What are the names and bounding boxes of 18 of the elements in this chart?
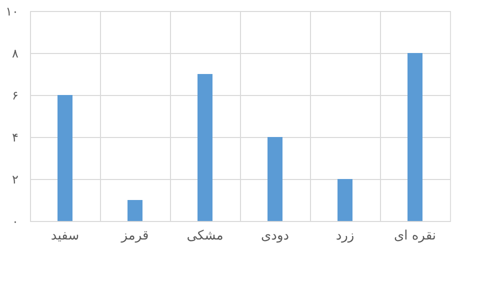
bar	[268, 137, 282, 221]
y-tick-label: ۸	[12, 46, 20, 60]
x-tick-label: نقره ای	[394, 228, 436, 244]
y-tick-label: ۰	[12, 214, 18, 228]
y-tick-label: ۲	[12, 172, 18, 186]
bar	[338, 179, 352, 221]
y-tick-label: ۱۰	[6, 4, 18, 18]
bar	[408, 53, 422, 221]
bar	[198, 74, 212, 221]
bar	[58, 95, 72, 221]
bar	[128, 200, 142, 221]
x-tick-label: زرد	[336, 228, 354, 244]
y-tick-label: ۴	[12, 130, 18, 144]
x-tick-label: سفید	[50, 228, 80, 244]
y-tick-label: ۶	[12, 88, 18, 102]
x-tick-label: دودی	[260, 228, 290, 244]
x-tick-label: مشکی	[186, 228, 224, 244]
x-tick-label: قرمز	[120, 228, 149, 244]
